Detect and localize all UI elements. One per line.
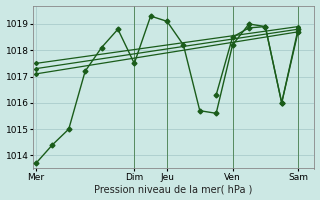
X-axis label: Pression niveau de la mer( hPa ): Pression niveau de la mer( hPa ) <box>94 184 253 194</box>
